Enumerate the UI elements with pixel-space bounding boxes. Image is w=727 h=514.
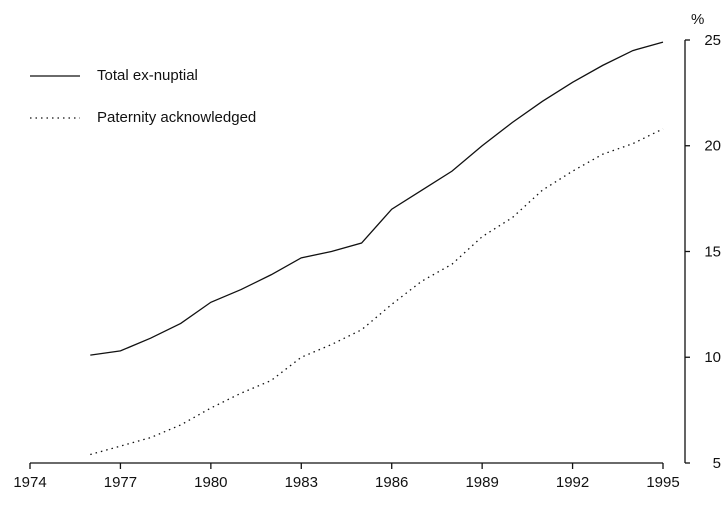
x-tick-label: 1980	[194, 474, 227, 491]
x-tick-label: 1974	[13, 474, 46, 491]
x-tick-label: 1986	[375, 474, 408, 491]
x-tick-label: 1983	[285, 474, 318, 491]
y-tick-label: 5	[713, 455, 721, 472]
series-line	[90, 128, 664, 456]
legend-label: Paternity acknowledged	[97, 109, 256, 126]
y-unit: %	[691, 11, 704, 28]
y-tick-label: 20	[704, 138, 721, 155]
x-tick-label: 1992	[556, 474, 589, 491]
y-tick-label: 15	[704, 243, 721, 260]
legend-label: Total ex-nuptial	[97, 67, 198, 84]
y-tick-label: 10	[704, 349, 721, 366]
x-tick-label: 1989	[465, 474, 498, 491]
x-tick-label: 1977	[104, 474, 137, 491]
series-line	[90, 41, 664, 356]
y-tick-label: 25	[704, 32, 721, 49]
x-tick-label: 1995	[646, 474, 679, 491]
